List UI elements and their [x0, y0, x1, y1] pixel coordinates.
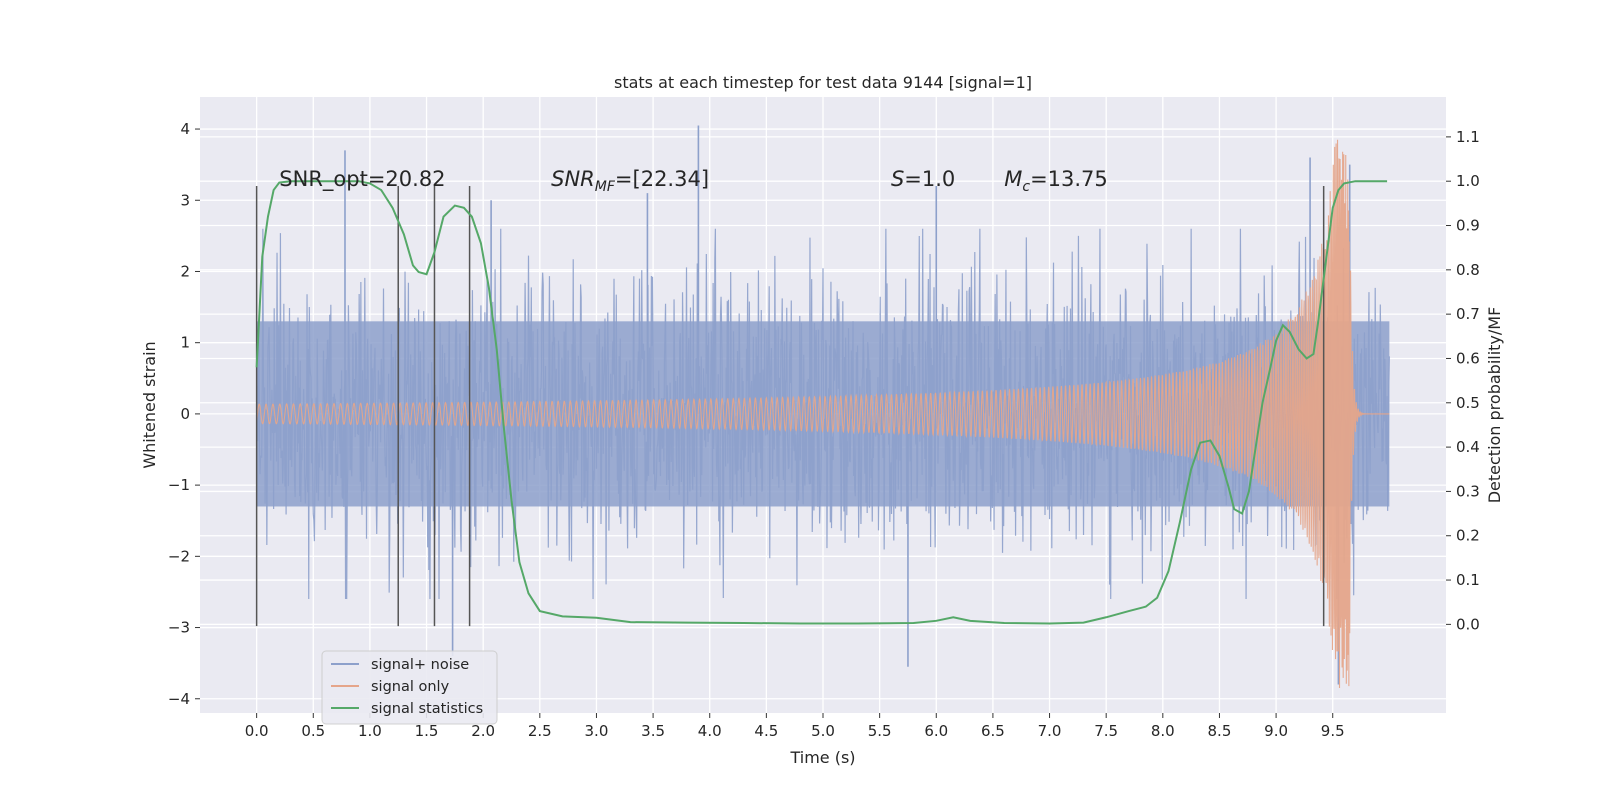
y-tick-label: −4: [168, 690, 190, 708]
series-line-signal: [256, 139, 1390, 688]
y-tick-label: 4: [180, 120, 190, 138]
annotations: SNR_opt=20.82 SNRMF=[22.34] S=1.0 Mc=13.75: [279, 167, 1107, 195]
annotation-symbol: M: [1004, 167, 1022, 191]
annotation-value: =[22.34]: [615, 167, 709, 191]
series-signal-only: [256, 139, 1390, 688]
legend-label-stats: signal statistics: [371, 701, 483, 717]
y-axis-ticks: −4 −3 −2 −1 0 1 2 3 4: [168, 120, 200, 708]
annotation-symbol: S: [891, 167, 904, 191]
noise-band: [256, 321, 1390, 507]
y-tick-label: −2: [168, 547, 190, 565]
x-tick-label: 2.0: [471, 722, 495, 740]
y-right-tick-label: 0.7: [1456, 305, 1480, 323]
x-tick-label: 0.0: [245, 722, 269, 740]
y-tick-label: 3: [180, 191, 190, 209]
annotation-2: S=1.0: [891, 167, 955, 191]
chart-title: stats at each timestep for test data 914…: [614, 73, 1032, 92]
x-tick-label: 9.0: [1264, 722, 1288, 740]
x-tick-label: 9.5: [1321, 722, 1345, 740]
x-tick-label: 0.5: [301, 722, 325, 740]
x-tick-label: 2.5: [528, 722, 552, 740]
x-tick-label: 4.0: [698, 722, 722, 740]
y-right-tick-label: 0.3: [1456, 482, 1480, 500]
series-signal-statistics: [255, 180, 1388, 625]
legend-label-signal: signal only: [371, 679, 450, 695]
x-tick-label: 6.0: [924, 722, 948, 740]
y-tick-label: −3: [168, 619, 190, 637]
annotation-3: Mc=13.75: [1004, 167, 1108, 195]
legend: signal+ noise signal only signal statist…: [321, 650, 498, 725]
legend-box: [321, 650, 498, 725]
y-tick-label: 0: [180, 405, 190, 423]
y-right-tick-label: 0.2: [1456, 527, 1480, 545]
y-right-axis-ticks: 0.0 0.1 0.2 0.3 0.4 0.5 0.6 0.7 0.8 0.9 1.0 1.1: [1446, 128, 1480, 633]
x-axis-label: Time (s): [789, 748, 855, 767]
y-right-tick-label: 1.0: [1456, 172, 1480, 190]
x-tick-label: 8.0: [1151, 722, 1175, 740]
annotation-1: SNRMF=[22.34]: [551, 167, 709, 195]
annotation-subscript: c: [1022, 179, 1030, 195]
x-tick-label: 1.0: [358, 722, 382, 740]
legend-label-noise: signal+ noise: [371, 657, 469, 673]
x-tick-label: 4.5: [754, 722, 778, 740]
y-tick-label: 2: [180, 262, 190, 280]
x-tick-label: 7.0: [1038, 722, 1062, 740]
x-tick-label: 5.5: [868, 722, 892, 740]
annotation-subscript: MF: [595, 179, 616, 195]
y-axis-label: Whitened strain: [140, 341, 159, 468]
y-right-tick-label: 0.1: [1456, 571, 1480, 589]
x-tick-label: 6.5: [981, 722, 1005, 740]
annotation-value: =1.0: [904, 167, 955, 191]
x-tick-label: 7.5: [1094, 722, 1118, 740]
annotation-0: SNR_opt=20.82: [279, 167, 445, 192]
x-tick-label: 5.0: [811, 722, 835, 740]
y-right-tick-label: 0.9: [1456, 217, 1480, 235]
y-right-tick-label: 1.1: [1456, 128, 1480, 146]
y-right-tick-label: 0.8: [1456, 261, 1480, 279]
series-line-stats: [255, 180, 1388, 625]
x-axis-ticks: 0.0 0.5 1.0 1.5 2.0 2.5 3.0 3.5 4.0 4.5 5.0 5.5 6.0 6…: [245, 713, 1345, 740]
vertical-markers: [255, 186, 1325, 627]
y-tick-label: 1: [180, 334, 190, 352]
y-right-tick-label: 0.0: [1456, 615, 1480, 633]
x-tick-label: 3.0: [585, 722, 609, 740]
x-tick-label: 3.5: [641, 722, 665, 740]
x-tick-label: 8.5: [1208, 722, 1232, 740]
y-right-axis-label: Detection probability/MF: [1485, 307, 1504, 504]
y-tick-label: −1: [168, 476, 190, 494]
annotation-symbol: SNR: [551, 167, 595, 191]
x-tick-label: 1.5: [415, 722, 439, 740]
y-right-tick-label: 0.4: [1456, 438, 1480, 456]
y-right-tick-label: 0.6: [1456, 349, 1480, 367]
annotation-value: =13.75: [1030, 167, 1108, 191]
y-right-tick-label: 0.5: [1456, 394, 1480, 412]
